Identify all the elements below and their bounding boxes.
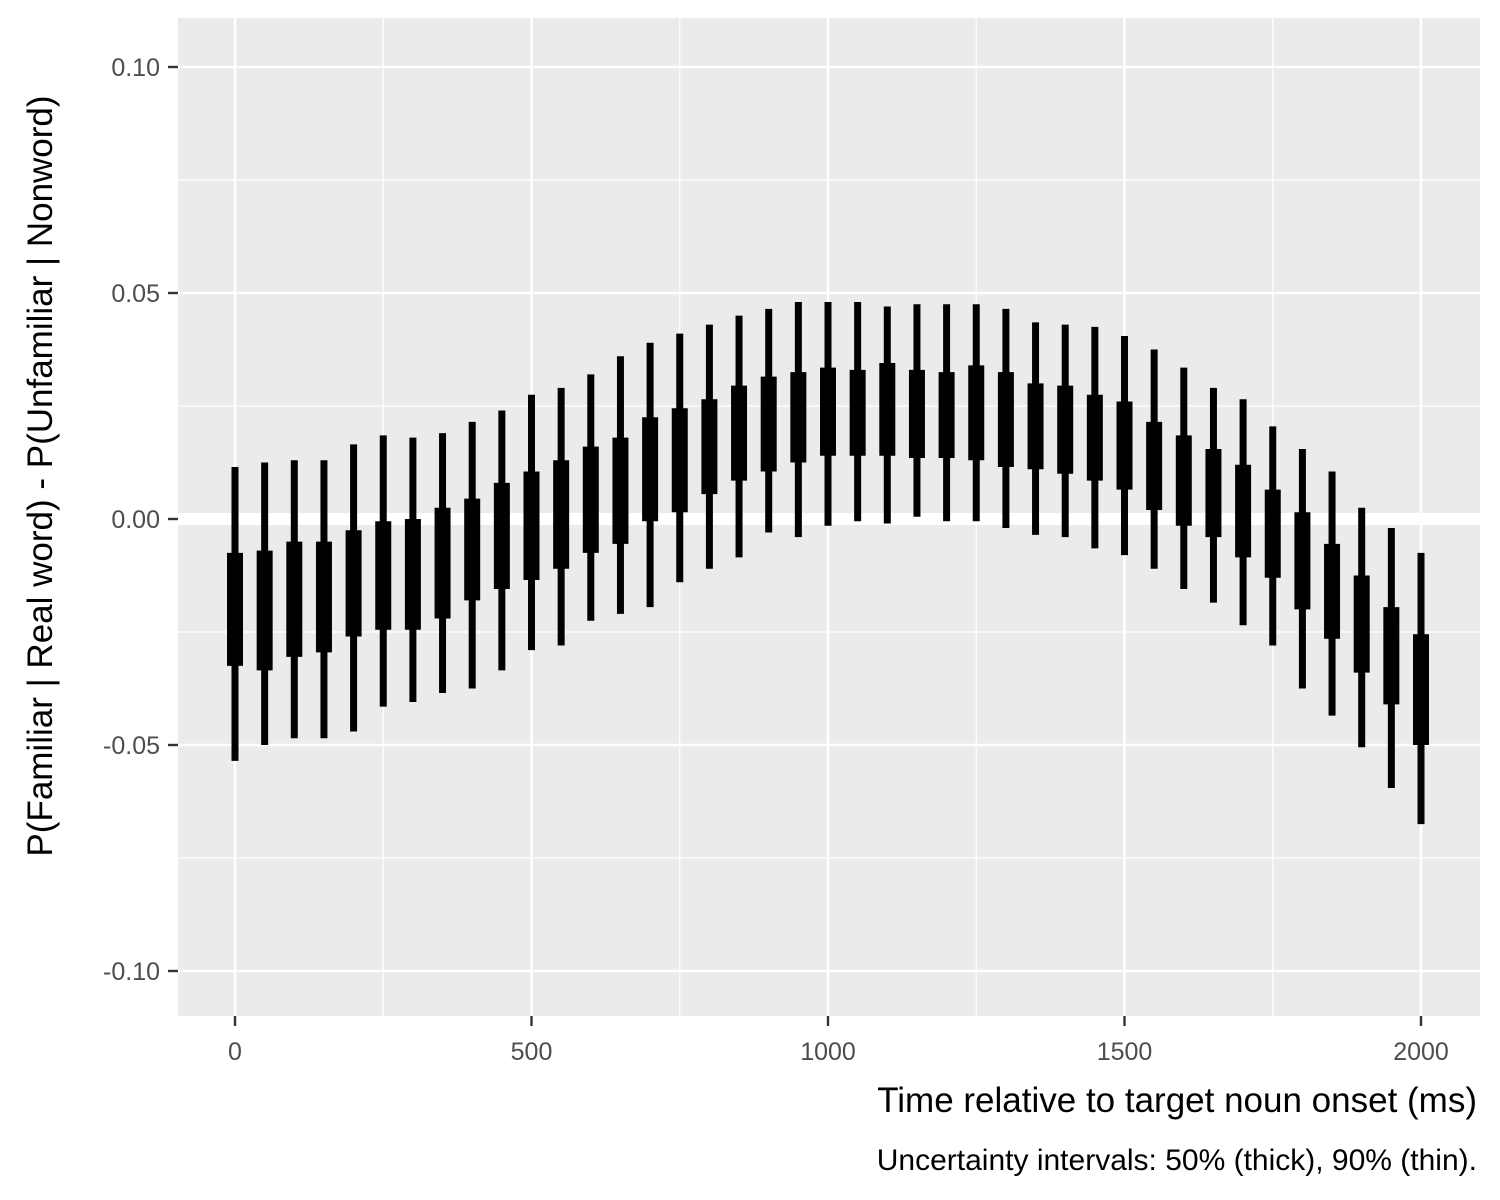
x-tick-label: 500 <box>511 1038 553 1066</box>
x-axis-title: Time relative to target noun onset (ms) <box>877 1081 1477 1120</box>
y-tick-label: 0.00 <box>111 506 160 534</box>
y-axis: -0.10 -0.05 0.00 0.05 0.10 <box>103 54 178 986</box>
y-axis-title: P(Familiar | Real word) - P(Unfamiliar |… <box>21 95 60 856</box>
y-tick-label: -0.10 <box>103 958 160 986</box>
x-tick-label: 1500 <box>1097 1038 1153 1066</box>
x-tick-label: 1000 <box>800 1038 856 1066</box>
interval-marks <box>227 302 1429 825</box>
y-tick-label: 0.10 <box>111 54 160 82</box>
caption: Uncertainty intervals: 50% (thick), 90% … <box>877 1144 1477 1177</box>
y-tick-label: -0.05 <box>103 732 160 760</box>
x-tick-label: 0 <box>228 1038 242 1066</box>
x-axis: 0 500 1000 1500 2000 <box>228 1016 1449 1066</box>
y-tick-label: 0.05 <box>111 280 160 308</box>
x-tick-label: 2000 <box>1393 1038 1449 1066</box>
